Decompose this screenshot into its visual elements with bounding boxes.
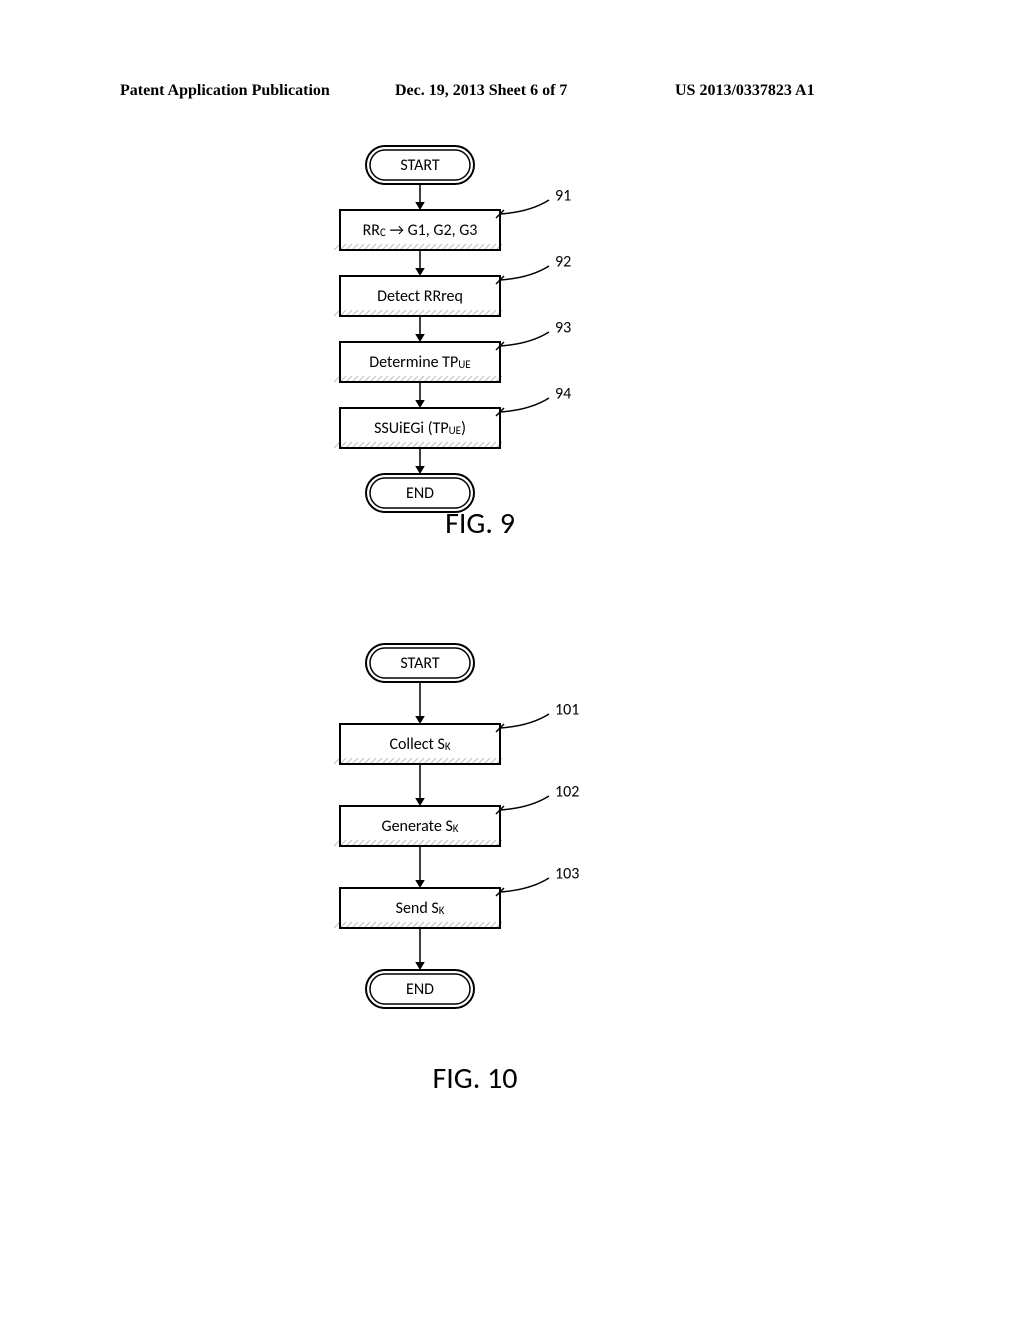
svg-text:103: 103 (555, 865, 579, 884)
svg-text:102: 102 (555, 783, 579, 802)
svg-text:END: END (406, 484, 434, 503)
svg-text:Send SK: Send SK (396, 899, 445, 918)
svg-text:Generate SK: Generate SK (381, 817, 458, 836)
figure-10-caption: FIG. 10 (375, 1060, 575, 1097)
svg-text:START: START (400, 156, 440, 175)
svg-text:RRC → G1, G2, G3: RRC → G1, G2, G3 (363, 221, 478, 240)
svg-text:SSUiEGi (TPUE): SSUiEGi (TPUE) (374, 419, 466, 438)
svg-text:START: START (400, 654, 440, 673)
figure-10-svg: START Collect SK 101 Generate SK 102 Send SK 1… (290, 640, 610, 1024)
svg-text:Determine TPUE: Determine TPUE (369, 353, 470, 372)
svg-text:93: 93 (555, 319, 571, 338)
page: Patent Application Publication Dec. 19, … (0, 0, 1024, 1320)
svg-text:91: 91 (555, 187, 571, 206)
svg-text:Collect SK: Collect SK (389, 735, 450, 754)
figure-9-caption: FIG. 9 (380, 505, 580, 542)
figure-9-svg: START RRC → G1, G2, G3 91 Detect RRreq 92 Det… (290, 142, 610, 528)
header-left: Patent Application Publication (120, 82, 330, 100)
svg-text:END: END (406, 980, 434, 999)
svg-text:94: 94 (555, 385, 571, 404)
svg-text:92: 92 (555, 253, 571, 272)
svg-text:Detect RRreq: Detect RRreq (377, 287, 463, 306)
svg-text:101: 101 (555, 701, 579, 720)
header-right: US 2013/0337823 A1 (675, 82, 815, 100)
header-mid: Dec. 19, 2013 Sheet 6 of 7 (395, 82, 567, 100)
